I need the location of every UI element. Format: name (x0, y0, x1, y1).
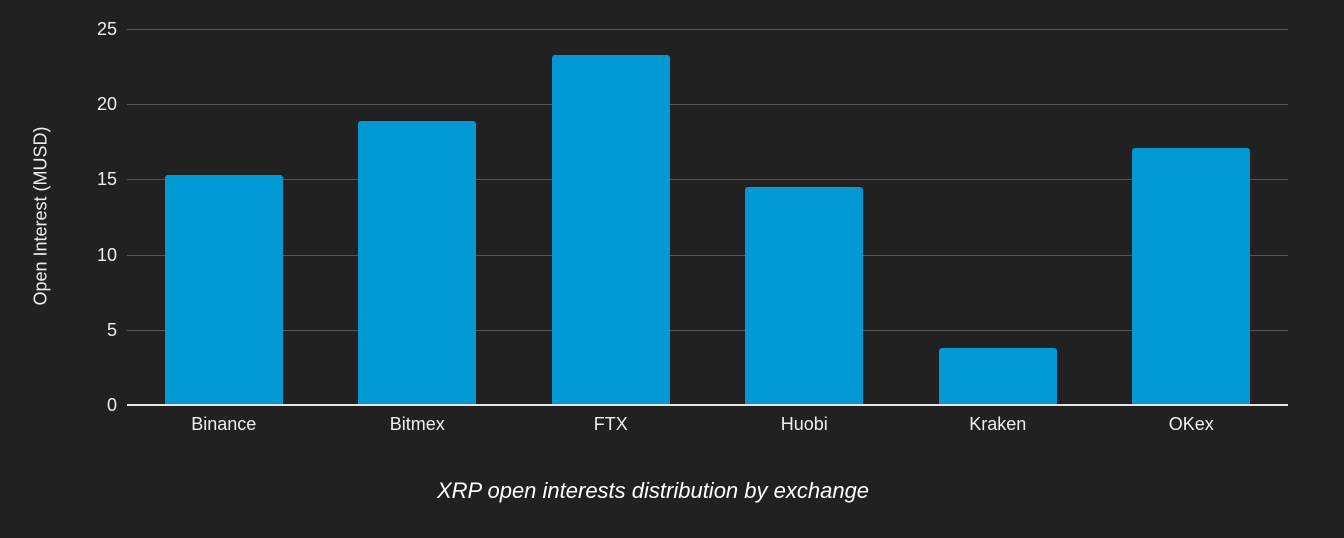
y-tick-label: 10 (96, 244, 117, 265)
bar-binance[interactable] (164, 174, 283, 404)
x-tick-label: Bitmex (389, 414, 445, 434)
bar-okex[interactable] (1132, 147, 1251, 404)
bar-ftx[interactable] (551, 54, 670, 404)
x-tick-label: Binance (191, 414, 257, 434)
chart-title: XRP open interests distribution by excha… (436, 478, 870, 503)
y-tick-label: 25 (96, 19, 117, 39)
y-tick-label: 15 (96, 169, 117, 190)
x-tick-label: Huobi (780, 414, 828, 434)
x-axis-baseline (127, 404, 1288, 406)
gridline (127, 179, 1288, 181)
x-tick-label: FTX (593, 414, 628, 434)
x-tick-label: Kraken (969, 414, 1027, 434)
gridline (127, 104, 1288, 106)
bar-huobi[interactable] (745, 186, 864, 404)
y-axis-label: Open Interest (MUSD) (30, 126, 51, 306)
x-tick-label: OKex (1168, 414, 1214, 434)
bar-kraken[interactable] (938, 347, 1057, 404)
gridline (127, 329, 1288, 331)
y-tick-label: 0 (106, 395, 117, 415)
y-tick-label: 20 (96, 94, 117, 115)
gridline (127, 254, 1288, 256)
y-tick-label: 5 (106, 319, 117, 340)
bar-bitmex[interactable] (358, 120, 477, 404)
gridline (127, 29, 1288, 30)
